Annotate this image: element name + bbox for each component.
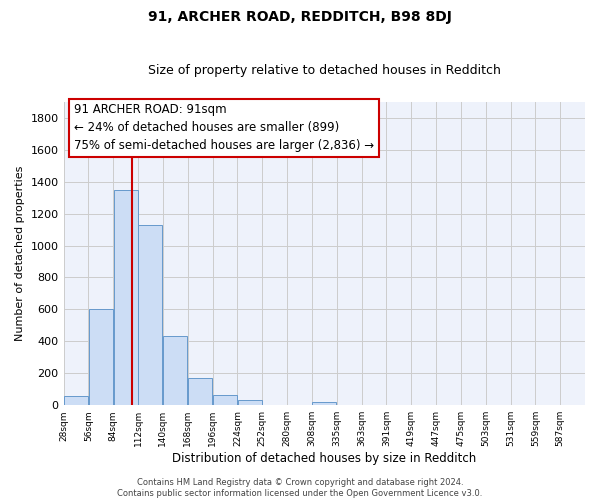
Text: 91 ARCHER ROAD: 91sqm
← 24% of detached houses are smaller (899)
75% of semi-det: 91 ARCHER ROAD: 91sqm ← 24% of detached … (74, 104, 374, 152)
X-axis label: Distribution of detached houses by size in Redditch: Distribution of detached houses by size … (172, 452, 476, 465)
Text: 91, ARCHER ROAD, REDDITCH, B98 8DJ: 91, ARCHER ROAD, REDDITCH, B98 8DJ (148, 10, 452, 24)
Bar (64, 396, 88, 405)
Bar (213, 395, 237, 405)
Title: Size of property relative to detached houses in Redditch: Size of property relative to detached ho… (148, 64, 501, 77)
Bar (163, 336, 187, 405)
Bar (113, 190, 137, 405)
Bar (139, 224, 163, 405)
Bar (188, 378, 212, 405)
Bar (312, 402, 336, 405)
Y-axis label: Number of detached properties: Number of detached properties (15, 166, 25, 341)
Text: Contains HM Land Registry data © Crown copyright and database right 2024.
Contai: Contains HM Land Registry data © Crown c… (118, 478, 482, 498)
Bar (238, 400, 262, 405)
Bar (89, 310, 113, 405)
